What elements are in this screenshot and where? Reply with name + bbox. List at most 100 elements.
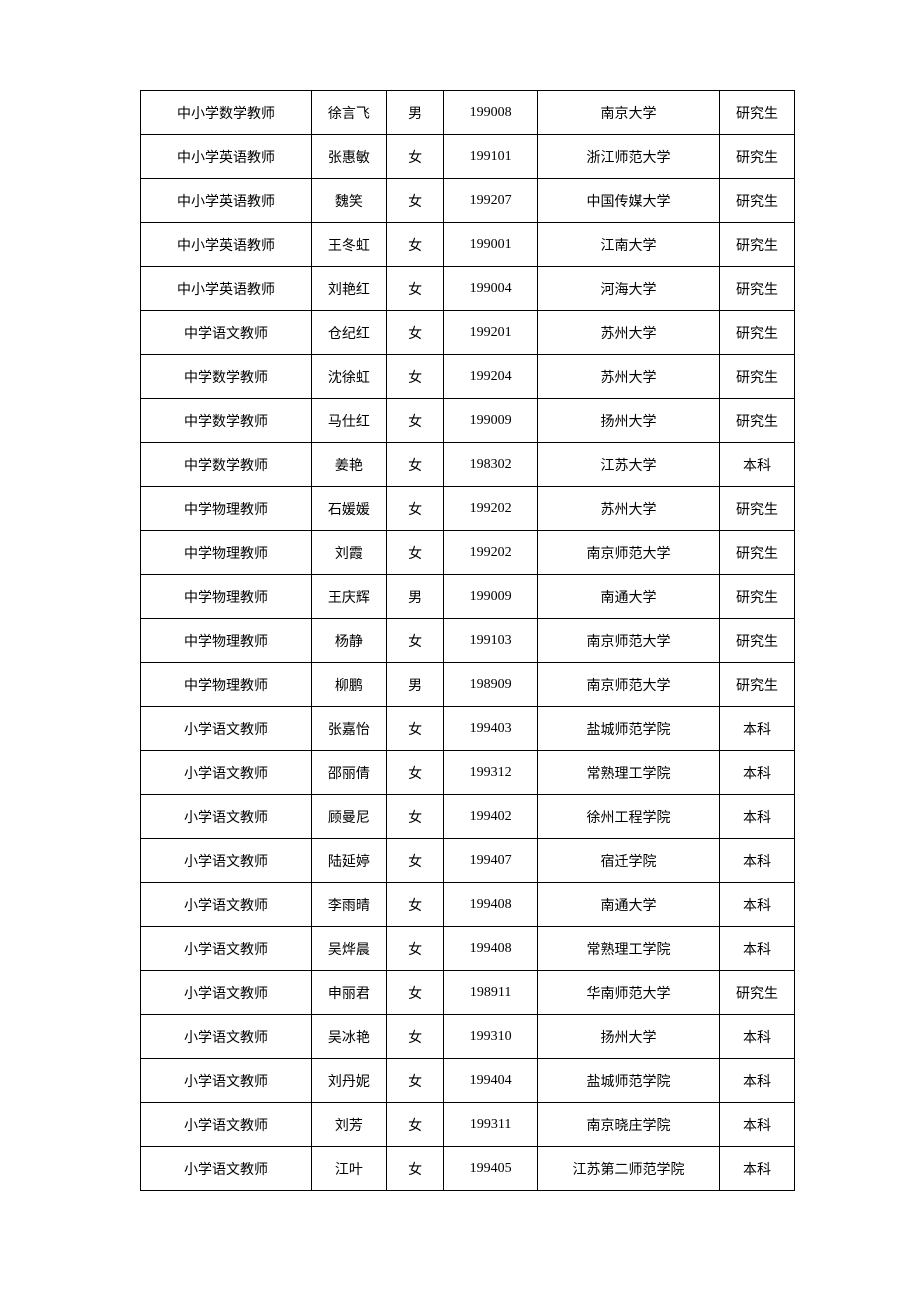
cell-gender: 女 [386, 795, 443, 839]
cell-name: 刘艳红 [311, 267, 386, 311]
cell-name: 吴冰艳 [311, 1015, 386, 1059]
cell-gender: 女 [386, 927, 443, 971]
cell-school: 南通大学 [538, 575, 720, 619]
cell-position: 中学语文教师 [141, 311, 312, 355]
cell-education: 本科 [719, 443, 794, 487]
cell-gender: 女 [386, 267, 443, 311]
cell-gender: 女 [386, 311, 443, 355]
cell-date: 199311 [444, 1103, 538, 1147]
cell-name: 吴烨晨 [311, 927, 386, 971]
cell-gender: 女 [386, 751, 443, 795]
cell-gender: 女 [386, 1103, 443, 1147]
cell-gender: 女 [386, 179, 443, 223]
table-row: 中学物理教师刘霞女199202南京师范大学研究生 [141, 531, 795, 575]
cell-date: 199403 [444, 707, 538, 751]
cell-school: 南京师范大学 [538, 531, 720, 575]
cell-name: 姜艳 [311, 443, 386, 487]
cell-education: 研究生 [719, 399, 794, 443]
cell-name: 刘芳 [311, 1103, 386, 1147]
cell-date: 199407 [444, 839, 538, 883]
cell-name: 王冬虹 [311, 223, 386, 267]
table-row: 中小学英语教师张惠敏女199101浙江师范大学研究生 [141, 135, 795, 179]
cell-school: 苏州大学 [538, 355, 720, 399]
cell-education: 本科 [719, 1147, 794, 1191]
cell-date: 198302 [444, 443, 538, 487]
cell-date: 199202 [444, 487, 538, 531]
cell-date: 199201 [444, 311, 538, 355]
cell-school: 浙江师范大学 [538, 135, 720, 179]
cell-position: 小学语文教师 [141, 1103, 312, 1147]
cell-name: 刘霞 [311, 531, 386, 575]
cell-education: 本科 [719, 1059, 794, 1103]
cell-position: 小学语文教师 [141, 751, 312, 795]
cell-name: 仓纪红 [311, 311, 386, 355]
cell-gender: 男 [386, 663, 443, 707]
table-row: 中学数学教师沈徐虹女199204苏州大学研究生 [141, 355, 795, 399]
cell-name: 邵丽倩 [311, 751, 386, 795]
table-row: 小学语文教师张嘉怡女199403盐城师范学院本科 [141, 707, 795, 751]
cell-date: 199202 [444, 531, 538, 575]
table-row: 中小学英语教师魏笑女199207中国传媒大学研究生 [141, 179, 795, 223]
cell-school: 南京师范大学 [538, 663, 720, 707]
cell-date: 199408 [444, 883, 538, 927]
cell-position: 小学语文教师 [141, 795, 312, 839]
cell-school: 河海大学 [538, 267, 720, 311]
cell-school: 徐州工程学院 [538, 795, 720, 839]
cell-position: 中学物理教师 [141, 575, 312, 619]
cell-position: 中小学英语教师 [141, 267, 312, 311]
cell-date: 199101 [444, 135, 538, 179]
cell-position: 小学语文教师 [141, 883, 312, 927]
cell-date: 199001 [444, 223, 538, 267]
cell-school: 常熟理工学院 [538, 927, 720, 971]
cell-position: 小学语文教师 [141, 839, 312, 883]
cell-school: 江南大学 [538, 223, 720, 267]
cell-date: 199402 [444, 795, 538, 839]
cell-date: 199009 [444, 575, 538, 619]
cell-gender: 女 [386, 1147, 443, 1191]
table-row: 中小学数学教师徐言飞男199008南京大学研究生 [141, 91, 795, 135]
cell-education: 本科 [719, 795, 794, 839]
cell-date: 199207 [444, 179, 538, 223]
cell-education: 研究生 [719, 267, 794, 311]
cell-gender: 女 [386, 355, 443, 399]
cell-name: 江叶 [311, 1147, 386, 1191]
table-row: 中学数学教师马仕红女199009扬州大学研究生 [141, 399, 795, 443]
cell-date: 199204 [444, 355, 538, 399]
cell-education: 研究生 [719, 971, 794, 1015]
cell-name: 李雨晴 [311, 883, 386, 927]
table-row: 小学语文教师申丽君女198911华南师范大学研究生 [141, 971, 795, 1015]
document-page: 中小学数学教师徐言飞男199008南京大学研究生中小学英语教师张惠敏女19910… [0, 0, 920, 1281]
cell-position: 中学物理教师 [141, 487, 312, 531]
table-row: 中学物理教师王庆辉男199009南通大学研究生 [141, 575, 795, 619]
cell-education: 研究生 [719, 663, 794, 707]
cell-education: 研究生 [719, 135, 794, 179]
cell-name: 顾曼尼 [311, 795, 386, 839]
cell-name: 王庆辉 [311, 575, 386, 619]
table-row: 中学语文教师仓纪红女199201苏州大学研究生 [141, 311, 795, 355]
cell-education: 研究生 [719, 531, 794, 575]
cell-position: 中小学英语教师 [141, 179, 312, 223]
cell-gender: 女 [386, 839, 443, 883]
cell-position: 小学语文教师 [141, 1147, 312, 1191]
table-row: 中学物理教师柳鹏男198909南京师范大学研究生 [141, 663, 795, 707]
cell-gender: 女 [386, 135, 443, 179]
table-row: 小学语文教师李雨晴女199408南通大学本科 [141, 883, 795, 927]
cell-name: 刘丹妮 [311, 1059, 386, 1103]
cell-gender: 女 [386, 1015, 443, 1059]
cell-school: 南京师范大学 [538, 619, 720, 663]
cell-gender: 女 [386, 223, 443, 267]
table-row: 中学物理教师杨静女199103南京师范大学研究生 [141, 619, 795, 663]
cell-education: 研究生 [719, 355, 794, 399]
cell-name: 杨静 [311, 619, 386, 663]
cell-school: 盐城师范学院 [538, 707, 720, 751]
cell-education: 研究生 [719, 223, 794, 267]
cell-date: 199004 [444, 267, 538, 311]
cell-name: 陆延婷 [311, 839, 386, 883]
cell-school: 江苏大学 [538, 443, 720, 487]
cell-position: 中学物理教师 [141, 663, 312, 707]
cell-school: 盐城师范学院 [538, 1059, 720, 1103]
cell-gender: 女 [386, 619, 443, 663]
cell-school: 苏州大学 [538, 311, 720, 355]
table-row: 小学语文教师刘芳女199311南京晓庄学院本科 [141, 1103, 795, 1147]
cell-school: 扬州大学 [538, 399, 720, 443]
